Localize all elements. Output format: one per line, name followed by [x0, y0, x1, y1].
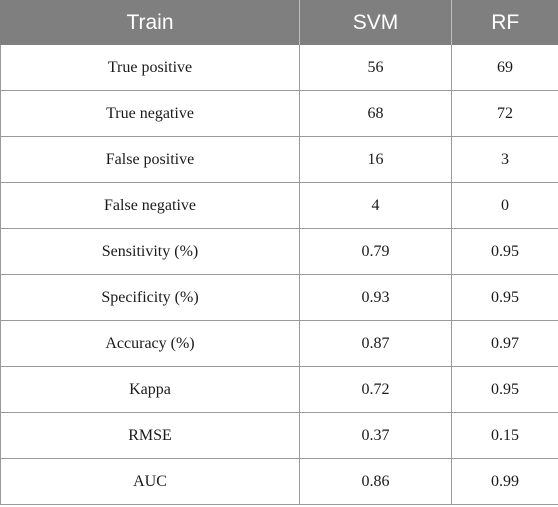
row-label-cell: Accuracy (%): [0, 320, 300, 367]
table-row: Specificity (%) 0.93 0.95: [0, 274, 558, 321]
row-label-cell: False positive: [0, 136, 300, 183]
svm-value-cell: 0.93: [299, 274, 452, 321]
header-cell-svm: SVM: [299, 0, 452, 45]
header-row: Train SVM RF: [0, 0, 558, 45]
table-row: True negative 68 72: [0, 90, 558, 137]
table-header: Train SVM RF: [0, 0, 558, 45]
row-label-cell: False negative: [0, 182, 300, 229]
row-label-cell: Sensitivity (%): [0, 228, 300, 275]
rf-value-cell: 0.95: [451, 228, 558, 275]
rf-value-cell: 0: [451, 182, 558, 229]
svm-value-cell: 56: [299, 45, 452, 91]
svm-value-cell: 0.37: [299, 412, 452, 459]
table-row: Sensitivity (%) 0.79 0.95: [0, 228, 558, 275]
svm-value-cell: 0.72: [299, 366, 452, 413]
table-row: False positive 16 3: [0, 136, 558, 183]
rf-value-cell: 0.95: [451, 366, 558, 413]
rf-value-cell: 0.15: [451, 412, 558, 459]
rf-value-cell: 0.97: [451, 320, 558, 367]
table-row: Accuracy (%) 0.87 0.97: [0, 320, 558, 367]
rf-value-cell: 69: [451, 45, 558, 91]
table-row: AUC 0.86 0.99: [0, 458, 558, 505]
svm-value-cell: 16: [299, 136, 452, 183]
row-label-cell: Specificity (%): [0, 274, 300, 321]
table-row: RMSE 0.37 0.15: [0, 412, 558, 459]
rf-value-cell: 3: [451, 136, 558, 183]
table-row: True positive 56 69: [0, 45, 558, 91]
table-body: True positive 56 69 True negative 68 72 …: [0, 45, 558, 505]
rf-value-cell: 72: [451, 90, 558, 137]
row-label-cell: True negative: [0, 90, 300, 137]
svm-value-cell: 0.87: [299, 320, 452, 367]
row-label-cell: AUC: [0, 458, 300, 505]
header-cell-rf: RF: [451, 0, 558, 45]
row-label-cell: RMSE: [0, 412, 300, 459]
row-label-cell: Kappa: [0, 366, 300, 413]
svm-value-cell: 4: [299, 182, 452, 229]
row-label-cell: True positive: [0, 45, 300, 91]
svm-value-cell: 0.79: [299, 228, 452, 275]
rf-value-cell: 0.95: [451, 274, 558, 321]
svm-value-cell: 0.86: [299, 458, 452, 505]
table-row: Kappa 0.72 0.95: [0, 366, 558, 413]
svm-value-cell: 68: [299, 90, 452, 137]
header-cell-train: Train: [0, 0, 300, 45]
table-row: False negative 4 0: [0, 182, 558, 229]
rf-value-cell: 0.99: [451, 458, 558, 505]
